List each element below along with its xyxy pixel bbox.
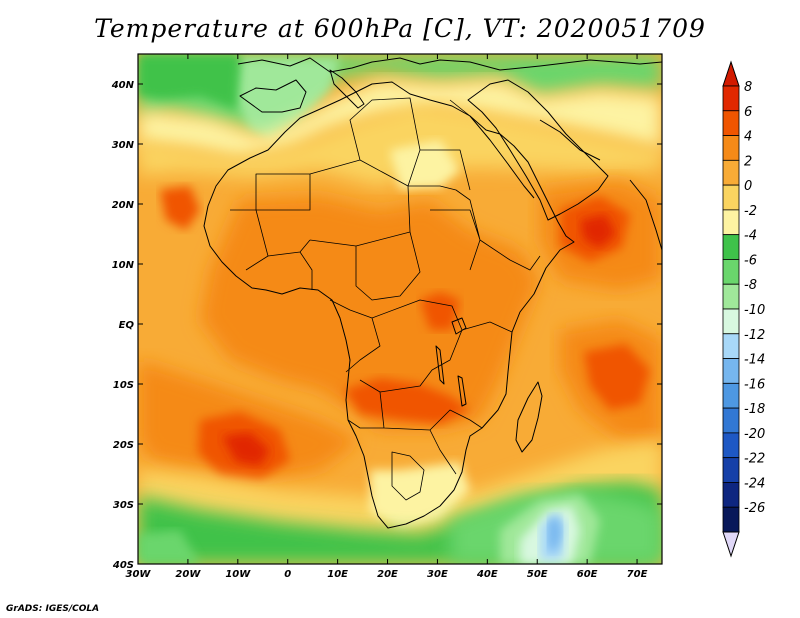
colorbar-swatch: [722, 333, 740, 359]
lon-tick-label: 50E: [527, 569, 548, 580]
field-region-c8: [580, 214, 616, 248]
colorbar-label: -14: [744, 353, 765, 368]
lat-tick-label: EQ: [119, 320, 135, 331]
lake-tanganyika: [435, 345, 445, 385]
field-region-c6: [584, 344, 650, 410]
colorbar-swatch: [722, 308, 740, 335]
iberia-outline: [239, 79, 307, 113]
lon-tick-label: 20W: [175, 569, 201, 580]
lat-tick-label: 30S: [113, 500, 134, 511]
lat-tick-label: 10N: [112, 260, 135, 271]
colorbar-min-arrow: [722, 531, 740, 558]
field-region-cm8: [236, 58, 340, 140]
colorbar-swatch: [722, 482, 740, 508]
colorbar-swatch: [722, 506, 740, 533]
colorbar-swatch: [722, 234, 740, 260]
lon-tick-label: 30W: [126, 569, 152, 580]
madagascar-outline: [515, 381, 543, 453]
colorbar-legend: 8 6 4 2 0 -2 -4 -6 -8 -10 -12 -14 -16 -18 -20 -22 -24 -26: [722, 60, 765, 558]
colorbar-label: 2: [744, 154, 752, 169]
colorbar-swatch: [722, 184, 740, 211]
lon-tick-label: 20E: [377, 569, 398, 580]
longitude-axis: 30W 20W 10W 0 10E 20E 30E 40E 50E 60E 70E: [126, 54, 648, 580]
lon-tick-label: 10W: [225, 569, 251, 580]
colorbar-swatch: [722, 407, 740, 434]
lat-tick-label: 20S: [113, 440, 134, 451]
colorbar-label: -16: [744, 377, 765, 392]
india-coastline: [629, 179, 662, 251]
lake-victoria: [451, 317, 467, 335]
colorbar-swatch: [722, 159, 740, 186]
lon-tick-label: 40E: [476, 569, 498, 580]
colorbar-swatch: [722, 209, 740, 236]
lon-tick-label: 70E: [627, 569, 648, 580]
colorbar-swatch: [722, 432, 740, 459]
italy-outline: [329, 69, 365, 109]
colorbar-label: 6: [744, 105, 752, 120]
field-region-cm2: [390, 140, 460, 190]
field-region-c8: [222, 432, 270, 466]
red-sea-coast: [469, 115, 535, 199]
field-region-c0: [138, 104, 662, 186]
lon-tick-label: 30E: [427, 569, 448, 580]
lat-tick-label: 30N: [112, 140, 135, 151]
colorbar-label: -18: [744, 402, 765, 417]
country-borders-internal: [230, 97, 541, 501]
colorbar-label: -12: [744, 328, 765, 343]
map-frame: [137, 53, 663, 565]
field-region-cm14: [548, 516, 562, 552]
lon-tick-label: 0: [284, 569, 291, 580]
country-borders: [203, 57, 662, 529]
colorbar-max-arrow: [722, 60, 740, 87]
colorbar-swatch: [722, 85, 740, 112]
map-title: Temperature at 600hPa [C], VT: 202005170…: [94, 14, 706, 43]
colorbar-swatch: [722, 382, 740, 409]
colorbar-label: -20: [744, 427, 765, 442]
colorbar-label: 4: [744, 130, 752, 145]
colorbar-swatch: [722, 358, 740, 384]
arabia-outline: [467, 79, 609, 221]
colorbar-label: -4: [744, 229, 757, 244]
colorbar-label: 0: [744, 179, 752, 194]
lon-tick-label: 60E: [577, 569, 598, 580]
colorbar-swatch: [722, 110, 740, 136]
lon-tick-label: 10E: [327, 569, 348, 580]
grads-credit: GrADS: IGES/COLA: [6, 604, 100, 614]
lat-tick-label: 40N: [111, 80, 135, 91]
field-contours: [138, 54, 662, 564]
colorbar-swatch: [722, 457, 740, 483]
persian-gulf-coast: [539, 119, 601, 161]
colorbar-label: -22: [744, 452, 765, 467]
lat-tick-label: 20N: [112, 200, 135, 211]
colorbar-label: -8: [744, 278, 757, 293]
colorbar-swatch: [722, 283, 740, 310]
colorbar-swatch: [722, 135, 740, 161]
colorbar-label: -24: [744, 476, 765, 491]
field-region-c6: [160, 186, 200, 230]
field-region-c4: [200, 196, 540, 430]
temperature-field: [138, 54, 662, 564]
field-region-cm2: [370, 462, 470, 530]
lake-malawi: [457, 375, 467, 407]
field-region-cm6: [138, 530, 200, 564]
colorbar-label: -2: [744, 204, 757, 219]
field-region-cm4: [138, 54, 240, 110]
africa-coastline: [203, 81, 575, 529]
colorbar-swatch: [722, 259, 740, 285]
colorbar-label: -26: [744, 501, 765, 516]
lat-tick-label: 10S: [113, 380, 134, 391]
field-region-cm2: [138, 80, 662, 160]
colorbar-label: -6: [744, 253, 757, 268]
lat-tick-label: 40S: [112, 560, 134, 571]
europe-coastline: [237, 57, 662, 73]
colorbar-label: 8: [744, 80, 752, 95]
colorbar-label: -10: [744, 303, 765, 318]
latitude-axis: 40N 30N 20N 10N EQ 10S 20S 30S 40S: [111, 80, 662, 571]
